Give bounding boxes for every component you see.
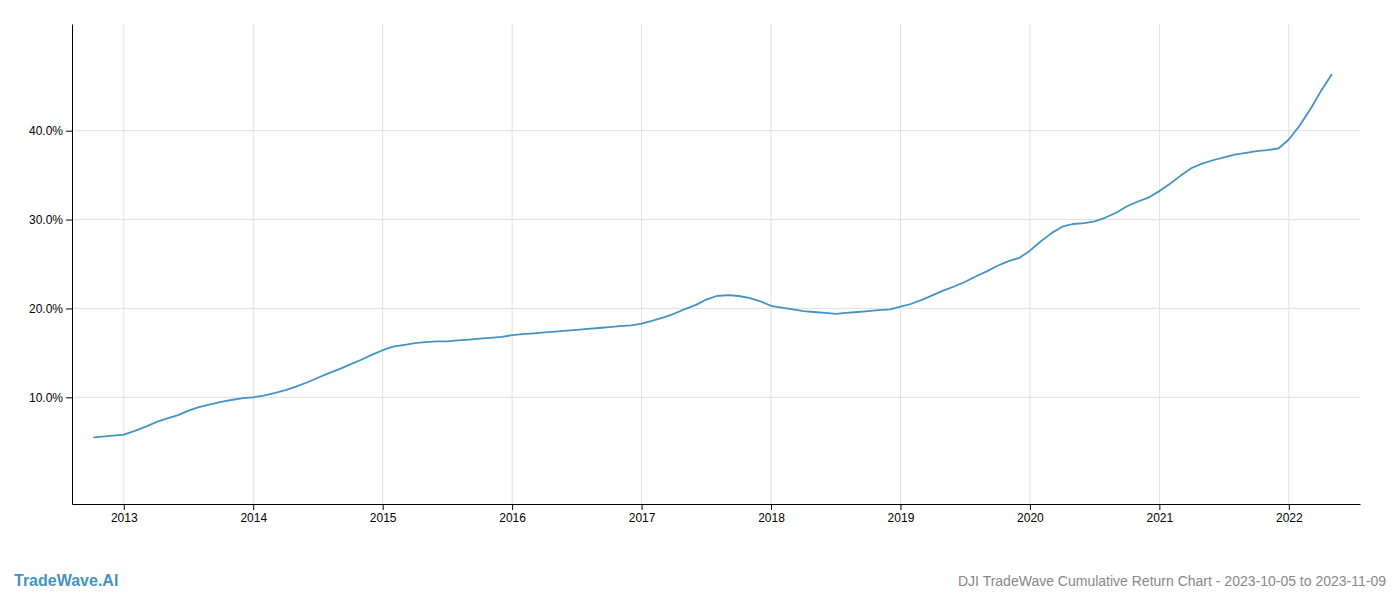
grid-line-x [382,24,383,504]
grid-line-y [72,130,1360,131]
grid-line-x [253,24,254,504]
y-tick: 30.0% [29,213,72,227]
grid-line-x [123,24,124,504]
y-tick: 10.0% [29,391,72,405]
grid-line-x [771,24,772,504]
grid-line-x [1029,24,1030,504]
grid-line-y [72,397,1360,398]
tick-label: 2014 [240,511,267,525]
chart: 2013 2014 2015 2016 2017 2018 2019 2020 2021 2022… [0,0,1400,600]
tick-label: 2019 [888,511,915,525]
tick-mark [253,504,254,510]
grid-line-x [512,24,513,504]
x-tick: 2018 [758,504,785,525]
x-tick: 2021 [1147,504,1174,525]
tick-mark [1159,504,1160,510]
x-tick: 2016 [499,504,526,525]
x-tick: 2015 [370,504,397,525]
tick-label: 2017 [629,511,656,525]
tick-mark [383,504,384,510]
tick-mark [642,504,643,510]
x-tick: 2020 [1017,504,1044,525]
y-axis: 10.0% 20.0% 30.0% 40.0% [29,25,73,505]
tick-label: 40.0% [29,124,63,138]
x-tick: 2014 [240,504,267,525]
tick-mark [66,131,72,132]
grid-line-x [641,24,642,504]
grid-line-x [1288,24,1289,504]
axis-line [73,504,1361,505]
x-tick: 2022 [1276,504,1303,525]
tick-label: 2022 [1276,511,1303,525]
y-tick: 20.0% [29,302,72,316]
x-tick: 2013 [111,504,138,525]
tick-mark [66,397,72,398]
x-axis: 2013 2014 2015 2016 2017 2018 2019 2020 2021 2022 [73,504,1361,525]
tick-label: 2015 [370,511,397,525]
tick-mark [1289,504,1290,510]
title: DJI TradeWave Cumulative Return Chart - … [958,573,1386,589]
tick-mark [66,220,72,221]
plot-area: 2013 2014 2015 2016 2017 2018 2019 2020 2021 2022… [29,24,1361,525]
x-tick: 2019 [888,504,915,525]
tick-mark [900,504,901,510]
tick-label: 20.0% [29,302,63,316]
series [94,75,1332,438]
grid [72,24,1360,504]
grid-line-y [72,308,1360,309]
tick-mark [66,308,72,309]
tick-label: 2021 [1147,511,1174,525]
y-tick: 40.0% [29,124,72,138]
grid-line-x [900,24,901,504]
tick-mark [771,504,772,510]
tick-label: 30.0% [29,213,63,227]
axis-line [72,25,73,505]
tick-mark [1030,504,1031,510]
line [94,75,1332,438]
watermark: TradeWave.AI [14,572,118,589]
tick-label: 10.0% [29,391,63,405]
tick-mark [124,504,125,510]
tick-label: 2020 [1017,511,1044,525]
x-tick: 2017 [629,504,656,525]
tick-label: 2013 [111,511,138,525]
grid-line-y [72,219,1360,220]
grid-line-x [1159,24,1160,504]
tick-label: 2018 [758,511,785,525]
tick-label: 2016 [499,511,526,525]
tick-mark [512,504,513,510]
